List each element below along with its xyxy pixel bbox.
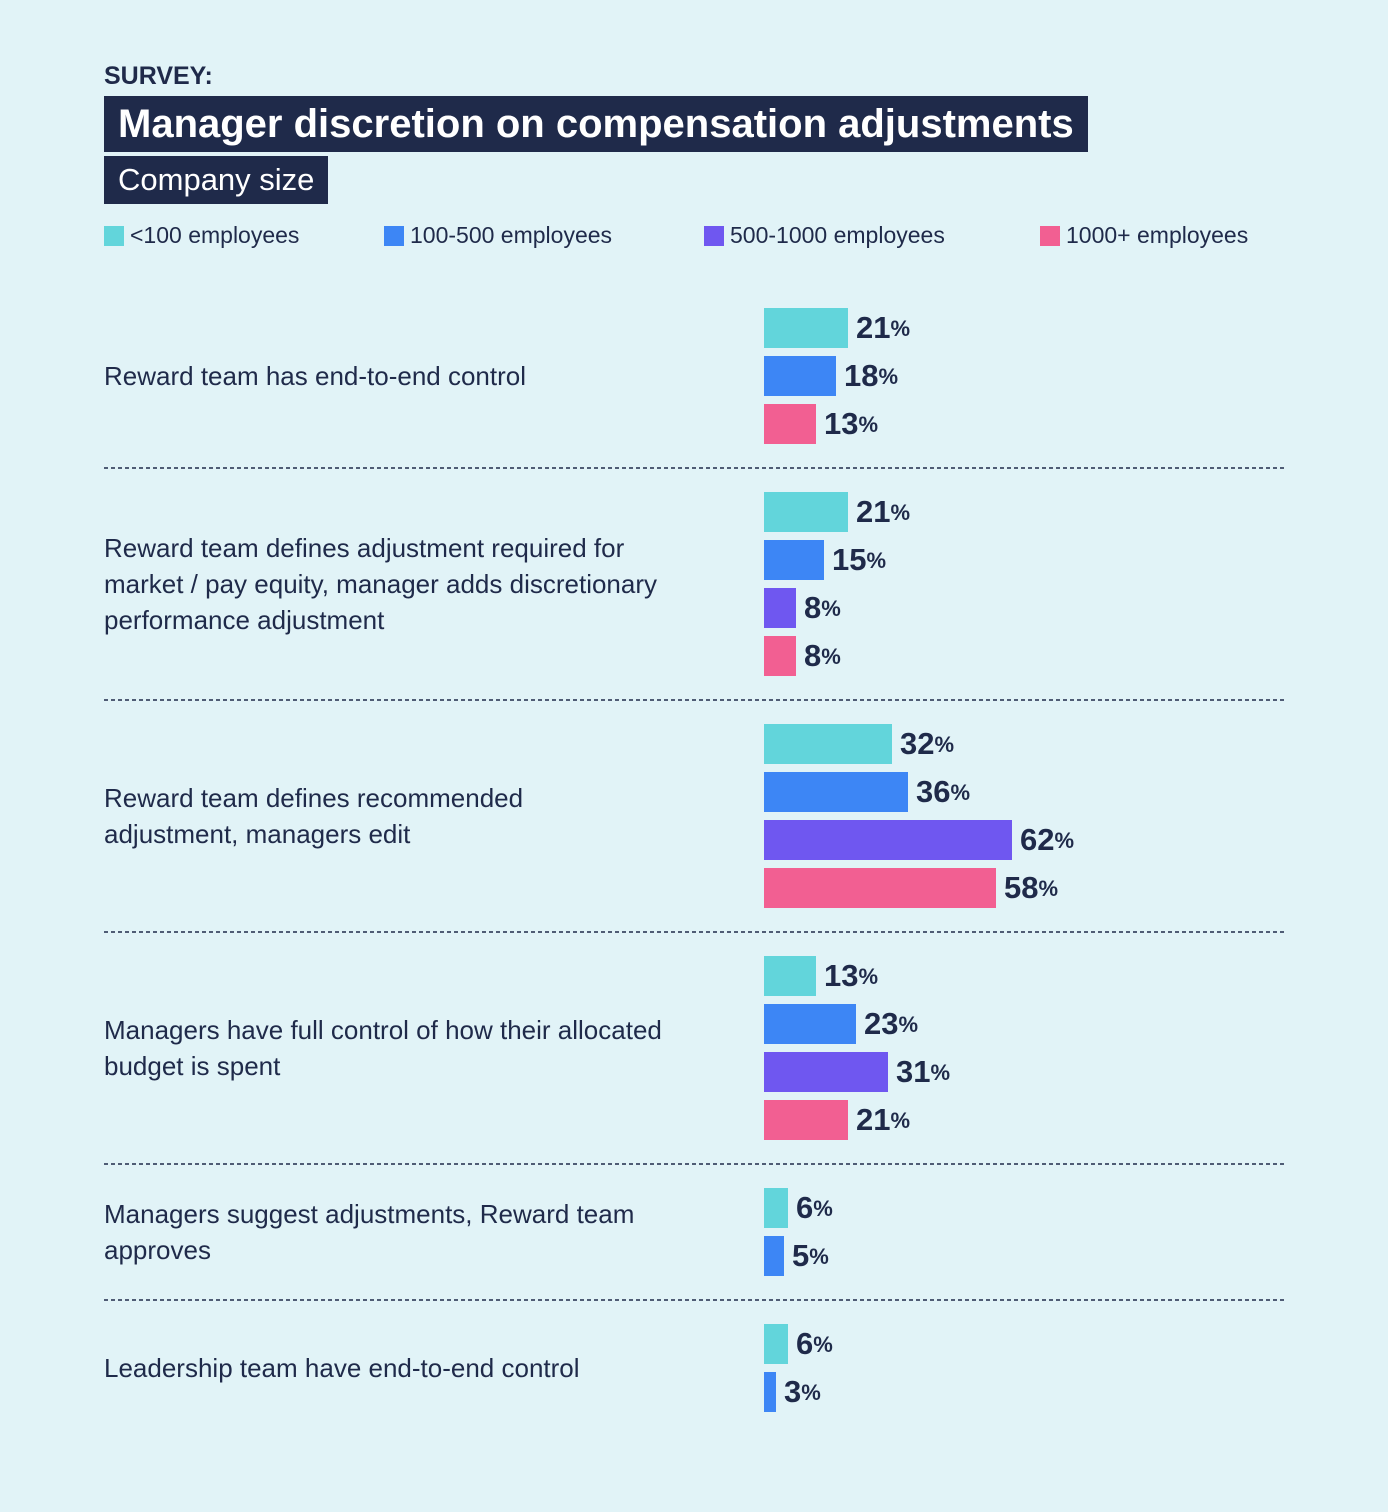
value-label: 32% (900, 726, 954, 761)
bar (764, 1188, 788, 1228)
legend-label: 100-500 employees (410, 222, 612, 248)
value-label: 6% (796, 1190, 833, 1225)
category-label: Reward team defines recommended adjustme… (104, 783, 524, 849)
bar (764, 588, 796, 628)
legend-label: 500-1000 employees (730, 222, 945, 248)
legend-swatch (1040, 226, 1060, 246)
value-label: 5% (792, 1238, 829, 1273)
category-label: Reward team has end-to-end control (104, 361, 527, 391)
chart-subtitle: Company size (104, 156, 329, 204)
value-label: 13% (824, 406, 878, 441)
value-label: 8% (804, 590, 841, 625)
category-label: Reward team defines adjustment required … (104, 533, 658, 635)
value-label: 36% (916, 774, 970, 809)
value-label: 58% (1004, 870, 1058, 905)
value-label: 21% (856, 310, 910, 345)
bar (764, 404, 816, 444)
bar (764, 1372, 776, 1412)
legend-swatch (704, 226, 724, 246)
bar (764, 772, 908, 812)
bar (764, 868, 996, 908)
bar (764, 308, 848, 348)
value-label: 21% (856, 494, 910, 529)
legend-swatch (104, 226, 124, 246)
legend-label: <100 employees (130, 222, 299, 248)
bar (764, 1004, 856, 1044)
value-label: 3% (784, 1374, 821, 1409)
value-label: 15% (832, 542, 886, 577)
category-label: Managers suggest adjustments, Reward tea… (104, 1199, 635, 1265)
bar (764, 1052, 888, 1092)
bar (764, 956, 816, 996)
bar (764, 492, 848, 532)
value-label: 8% (804, 638, 841, 673)
value-label: 13% (824, 958, 878, 993)
chart-title: Manager discretion on compensation adjus… (104, 96, 1088, 152)
bar (764, 724, 892, 764)
value-label: 6% (796, 1326, 833, 1361)
bar (764, 1324, 788, 1364)
value-label: 31% (896, 1054, 950, 1089)
bar (764, 540, 824, 580)
bar (764, 1236, 784, 1276)
bar (764, 820, 1012, 860)
category-label: Managers have full control of how their … (104, 1015, 662, 1081)
value-label: 23% (864, 1006, 918, 1041)
value-label: 21% (856, 1102, 910, 1137)
legend-swatch (384, 226, 404, 246)
bar (764, 1100, 848, 1140)
category-label: Leadership team have end-to-end control (104, 1353, 580, 1383)
value-label: 18% (844, 358, 898, 393)
kicker: SURVEY: (104, 62, 213, 90)
bar (764, 636, 796, 676)
value-label: 62% (1020, 822, 1074, 857)
bar (764, 356, 836, 396)
legend-label: 1000+ employees (1066, 222, 1248, 248)
